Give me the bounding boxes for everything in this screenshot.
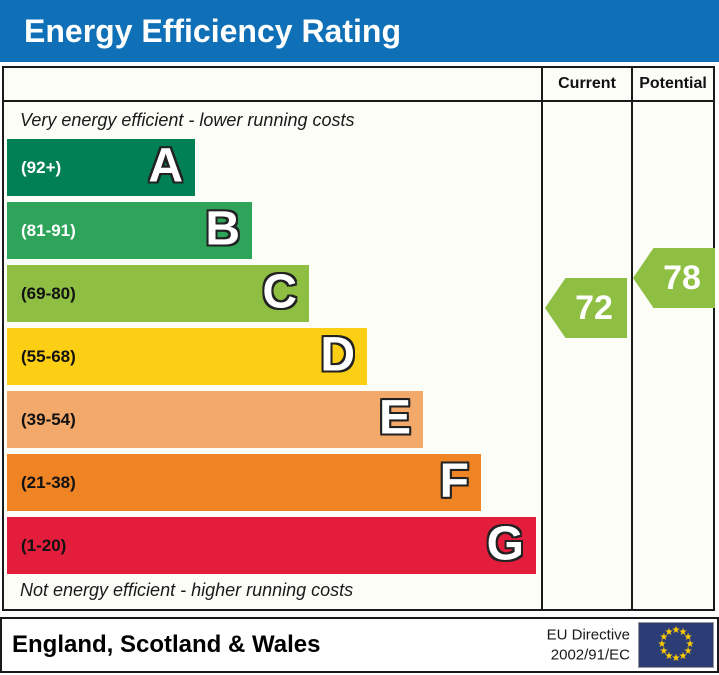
eu-flag-star: ★	[683, 646, 693, 657]
eu-flag-star: ★	[671, 653, 681, 664]
band-letter: G	[486, 517, 524, 571]
eu-flag-star: ★	[678, 651, 688, 663]
column-header-current: Current	[558, 75, 616, 92]
potential-rating-arrow: 78	[633, 248, 715, 308]
header-row-divider	[4, 100, 713, 102]
current-column-divider	[541, 68, 543, 609]
page-title-bar: Energy Efficiency Rating	[0, 0, 719, 62]
band-range-label: (92+)	[21, 157, 62, 177]
eu-flag-icon: ★ ★ ★ ★ ★ ★ ★ ★ ★ ★ ★ ★	[638, 622, 714, 668]
potential-column-divider	[631, 68, 633, 609]
potential-rating-value: 78	[663, 258, 701, 297]
eu-directive-line1: EU Directive	[546, 626, 630, 644]
page-title: Energy Efficiency Rating	[24, 12, 401, 49]
band-range-label: (55-68)	[21, 346, 76, 366]
eu-flag-star: ★	[659, 632, 669, 643]
current-rating-arrow: 72	[545, 278, 627, 338]
band-range-label: (1-20)	[21, 535, 67, 555]
current-rating-value: 72	[575, 288, 613, 327]
region-label: England, Scotland & Wales	[12, 631, 321, 658]
band-f: (21-38) F	[7, 454, 481, 511]
footer: England, Scotland & Wales EU Directive 2…	[0, 617, 719, 673]
top-note: Very energy efficient - lower running co…	[20, 110, 355, 130]
band-e: (39-54) E	[7, 391, 423, 448]
band-d: (55-68) D	[7, 328, 367, 385]
eu-directive-label: EU Directive 2002/91/EC	[547, 626, 630, 665]
band-a: (92+) A	[7, 139, 195, 196]
eu-flag-star: ★	[657, 639, 667, 650]
band-range-label: (21-38)	[21, 472, 76, 492]
band-g: (1-20) G	[7, 517, 536, 574]
eu-flag-star: ★	[659, 646, 669, 657]
band-letter: B	[205, 202, 240, 256]
rating-chart: Current Potential Very energy efficient …	[2, 66, 715, 611]
eu-directive-line2: 2002/91/EC	[550, 646, 630, 663]
band-letter: C	[262, 265, 297, 319]
band-letter: E	[378, 391, 411, 445]
eu-flag-star: ★	[685, 639, 695, 650]
band-range-label: (81-91)	[21, 220, 76, 240]
band-b: (81-91) B	[7, 202, 252, 259]
bottom-note: Not energy efficient - higher running co…	[20, 580, 354, 600]
eu-flag-star: ★	[664, 626, 674, 638]
band-range-label: (69-80)	[21, 283, 76, 303]
column-header-potential: Potential	[639, 75, 707, 92]
band-letter: D	[320, 328, 355, 382]
band-range-label: (39-54)	[21, 409, 76, 429]
eu-flag-star: ★	[678, 626, 688, 638]
band-c: (69-80) C	[7, 265, 309, 322]
band-letter: F	[439, 454, 469, 508]
eu-flag-star: ★	[664, 651, 674, 663]
band-letter: A	[148, 139, 183, 193]
eu-flag-star: ★	[671, 625, 681, 636]
eu-flag-star: ★	[683, 632, 693, 643]
